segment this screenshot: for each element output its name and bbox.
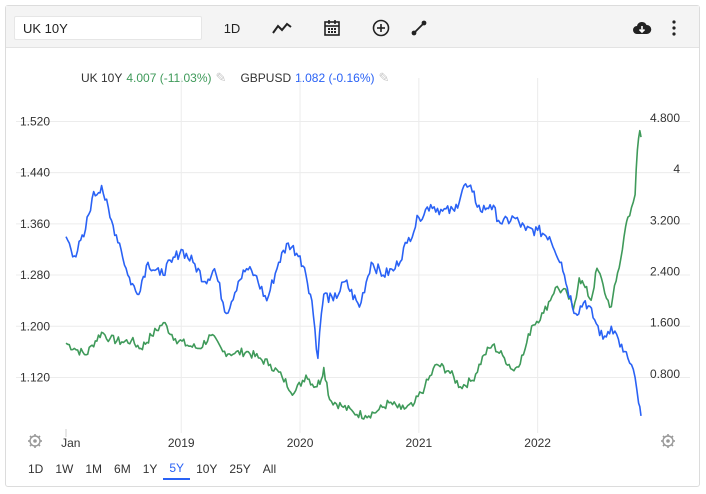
right-axis-tick-label: 0.800 [650,367,680,381]
right-axis-tick-label: 1.600 [650,316,680,330]
x-axis-tick-label: 2021 [405,436,432,450]
range-6m[interactable]: 6M [114,462,131,476]
chart-legend: UK 10Y 4.007 (-11.03%) ✎ GBPUSD 1.082 (-… [81,70,389,86]
calendar-icon[interactable] [318,15,346,41]
right-axis-tick-label: 4.800 [650,111,680,125]
symbol-search-input[interactable]: UK 10Y [14,16,202,40]
x-axis-tick-label: 2019 [168,436,195,450]
range-25y[interactable]: 25Y [229,462,251,476]
range-1m[interactable]: 1M [85,462,103,476]
x-axis-tick-label: 2020 [287,436,314,450]
range-1w[interactable]: 1W [55,462,74,476]
line-chart-icon[interactable] [268,15,296,41]
legend-uk10y-name: UK 10Y [81,71,123,85]
edit-pencil-icon[interactable]: ✎ [215,70,227,85]
draw-tool-icon[interactable] [405,15,433,41]
legend-gbpusd[interactable]: GBPUSD 1.082 (-0.16%) ✎ [240,70,389,86]
edit-pencil-icon[interactable]: ✎ [378,70,390,85]
left-axis-tick-label: 1.200 [20,319,50,333]
toolbar: UK 10Y 1D [6,6,699,48]
more-icon[interactable] [666,15,682,41]
range-1y[interactable]: 1Y [142,462,158,476]
series-line-uk10y[interactable] [65,129,642,420]
left-axis-settings-icon[interactable] [28,434,42,448]
right-axis-settings-icon[interactable] [661,434,675,448]
range-10y[interactable]: 10Y [196,462,218,476]
legend-uk10y-value: 4.007 (-11.03%) [126,71,212,85]
x-axis-tick-label: 2022 [524,436,551,450]
range-1d[interactable]: 1D [28,462,44,476]
x-axis-tick-label: Jan [61,436,80,450]
range-5y[interactable]: 5Y [163,458,191,480]
legend-uk10y[interactable]: UK 10Y 4.007 (-11.03%) ✎ [81,70,226,86]
series-line-gbpusd[interactable] [65,183,642,417]
right-axis-tick-label: 3.200 [650,213,680,227]
right-axis-tick-label: 2.400 [650,265,680,279]
legend-gbpusd-value: 1.082 (-0.16%) [295,71,375,85]
range-all[interactable]: All [262,462,277,476]
left-axis-tick-label: 1.120 [20,370,50,384]
time-range-selector: 1D 1W 1M 6M 1Y 5Y 10Y 25Y All [22,458,282,480]
left-axis-tick-label: 1.360 [20,217,50,231]
download-icon[interactable] [629,15,655,41]
interval-button[interactable]: 1D [223,20,241,36]
left-axis-tick-label: 1.440 [20,166,50,180]
legend-gbpusd-name: GBPUSD [240,71,292,85]
left-axis-tick-label: 1.280 [20,268,50,282]
left-axis-tick-label: 1.520 [20,114,50,128]
right-axis-tick-label: 4 [673,162,680,176]
add-compare-icon[interactable] [367,15,395,41]
